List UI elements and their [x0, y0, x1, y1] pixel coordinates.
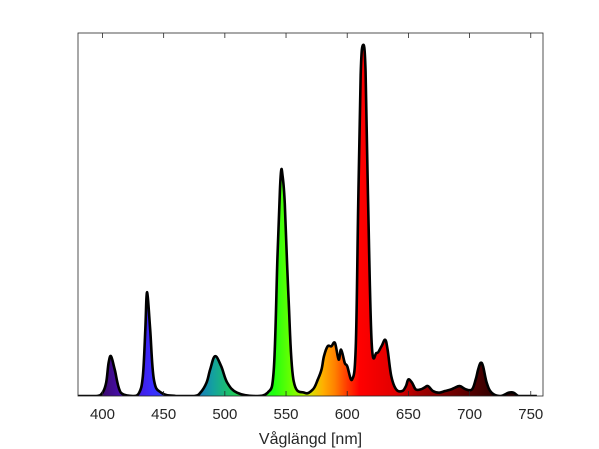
- spectrum-line: [78, 43, 537, 396]
- x-tick-label: 400: [90, 406, 115, 423]
- x-axis-label: Våglängd [nm]: [259, 430, 362, 448]
- x-axis: 400 450 500 550 600 650 700 750: [90, 33, 543, 423]
- x-tick-label: 500: [212, 406, 237, 423]
- x-tick-label: 450: [151, 406, 176, 423]
- x-tick-label: 700: [457, 406, 482, 423]
- x-tick-label: 750: [518, 406, 543, 423]
- axes-box: [77, 32, 544, 397]
- x-tick-label: 550: [274, 406, 299, 423]
- x-tick-label: 600: [335, 406, 360, 423]
- plot-area: [78, 33, 543, 396]
- x-tick-label: 650: [396, 406, 421, 423]
